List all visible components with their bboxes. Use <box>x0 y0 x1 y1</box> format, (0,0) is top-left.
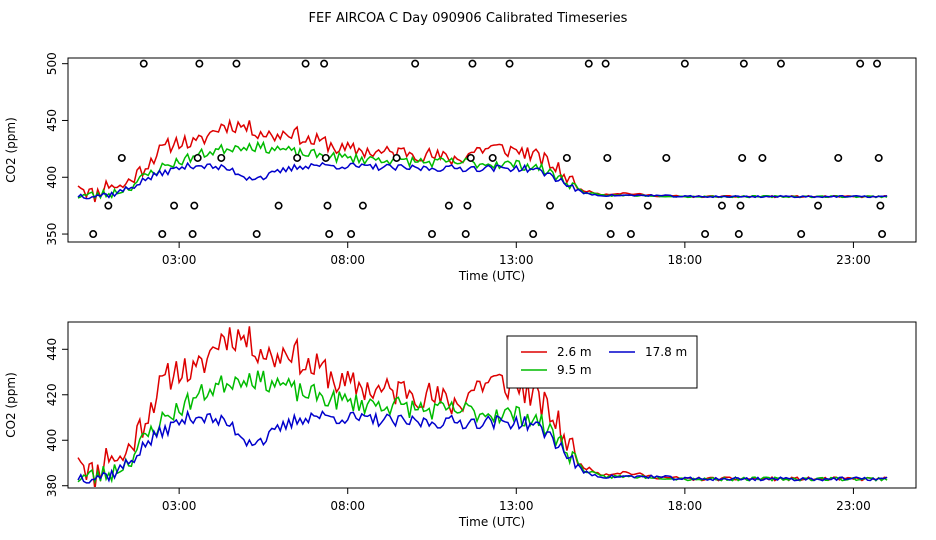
data-point <box>626 230 635 239</box>
data-point <box>874 153 883 162</box>
x-tick-label: 08:00 <box>330 499 365 513</box>
legend-label: 17.8 m <box>645 345 687 359</box>
data-point <box>601 59 610 68</box>
y-axis-label: CO2 (ppm) <box>4 117 18 183</box>
data-point <box>643 201 652 210</box>
data-point <box>392 153 401 162</box>
data-point <box>358 201 367 210</box>
data-point <box>680 59 689 68</box>
data-point <box>468 59 477 68</box>
data-point <box>878 230 887 239</box>
x-tick-label: 23:00 <box>836 499 871 513</box>
x-axis-label: Time (UTC) <box>458 269 525 283</box>
y-tick-label: 440 <box>45 338 59 361</box>
data-point <box>170 201 179 210</box>
data-point <box>193 153 202 162</box>
y-tick-label: 500 <box>45 52 59 75</box>
x-axis-label: Time (UTC) <box>458 515 525 529</box>
data-point <box>505 59 514 68</box>
data-point <box>252 230 261 239</box>
y-tick-label: 420 <box>45 383 59 406</box>
data-point <box>427 230 436 239</box>
data-point <box>217 153 226 162</box>
plot-frame <box>67 321 917 489</box>
data-point <box>320 59 329 68</box>
data-point <box>876 201 885 210</box>
data-point <box>466 153 475 162</box>
data-point <box>529 230 538 239</box>
data-point <box>488 153 497 162</box>
data-point <box>734 230 743 239</box>
y-axis-label: CO2 (ppm) <box>4 372 18 438</box>
x-tick-label: 18:00 <box>668 499 703 513</box>
data-point <box>814 201 823 210</box>
data-point <box>158 230 167 239</box>
data-point <box>117 153 126 162</box>
x-tick-label: 13:00 <box>499 253 534 267</box>
plot-frame <box>67 57 917 243</box>
data-point <box>104 201 113 210</box>
x-tick-label: 03:00 <box>162 253 197 267</box>
data-point <box>717 201 726 210</box>
series-line-green <box>77 370 888 485</box>
data-point <box>232 59 241 68</box>
data-point <box>89 230 98 239</box>
plot-area <box>77 326 888 487</box>
data-point <box>321 153 330 162</box>
x-tick-label: 23:00 <box>836 253 871 267</box>
x-tick-label: 08:00 <box>330 253 365 267</box>
data-point <box>347 230 356 239</box>
series-line-blue <box>77 161 888 200</box>
data-point <box>797 230 806 239</box>
data-point <box>603 153 612 162</box>
y-tick-label: 400 <box>45 166 59 189</box>
x-tick-label: 03:00 <box>162 499 197 513</box>
legend-box <box>506 335 698 389</box>
data-point <box>139 59 148 68</box>
data-point <box>188 230 197 239</box>
data-point <box>190 201 199 210</box>
data-point <box>701 230 710 239</box>
data-point <box>834 153 843 162</box>
data-point <box>293 153 302 162</box>
y-tick-label: 380 <box>45 474 59 497</box>
plot-area <box>77 59 888 239</box>
data-point <box>463 201 472 210</box>
bottom-panel: 03:00 08:00 13:00 18:00 23:00 380 400 420 440 Tim… <box>4 321 917 529</box>
data-point <box>545 201 554 210</box>
data-point <box>873 59 882 68</box>
figure-title: FEF AIRCOA C Day 090906 Calibrated Times… <box>309 11 628 26</box>
series-line-red <box>77 326 888 487</box>
x-tick-label: 13:00 <box>499 499 534 513</box>
top-panel: 03:00 08:00 13:00 18:00 23:00 350 400 450 500 Tim… <box>4 52 917 283</box>
data-point <box>604 201 613 210</box>
y-tick-label: 350 <box>45 223 59 246</box>
data-point <box>461 230 470 239</box>
data-point <box>758 153 767 162</box>
data-point <box>301 59 310 68</box>
legend-label: 2.6 m <box>557 345 592 359</box>
data-point <box>856 59 865 68</box>
data-point <box>562 153 571 162</box>
x-tick-label: 18:00 <box>668 253 703 267</box>
data-point <box>195 59 204 68</box>
legend-label: 9.5 m <box>557 363 592 377</box>
y-tick-label: 400 <box>45 429 59 452</box>
data-point <box>274 201 283 210</box>
data-point <box>323 201 332 210</box>
data-point <box>739 59 748 68</box>
data-point <box>662 153 671 162</box>
y-tick-label: 450 <box>45 109 59 132</box>
data-point <box>738 153 747 162</box>
data-point <box>325 230 334 239</box>
data-point <box>606 230 615 239</box>
series-line-blue <box>77 409 888 484</box>
data-point <box>736 201 745 210</box>
data-point <box>776 59 785 68</box>
data-point <box>411 59 420 68</box>
data-point <box>444 201 453 210</box>
data-point <box>584 59 593 68</box>
